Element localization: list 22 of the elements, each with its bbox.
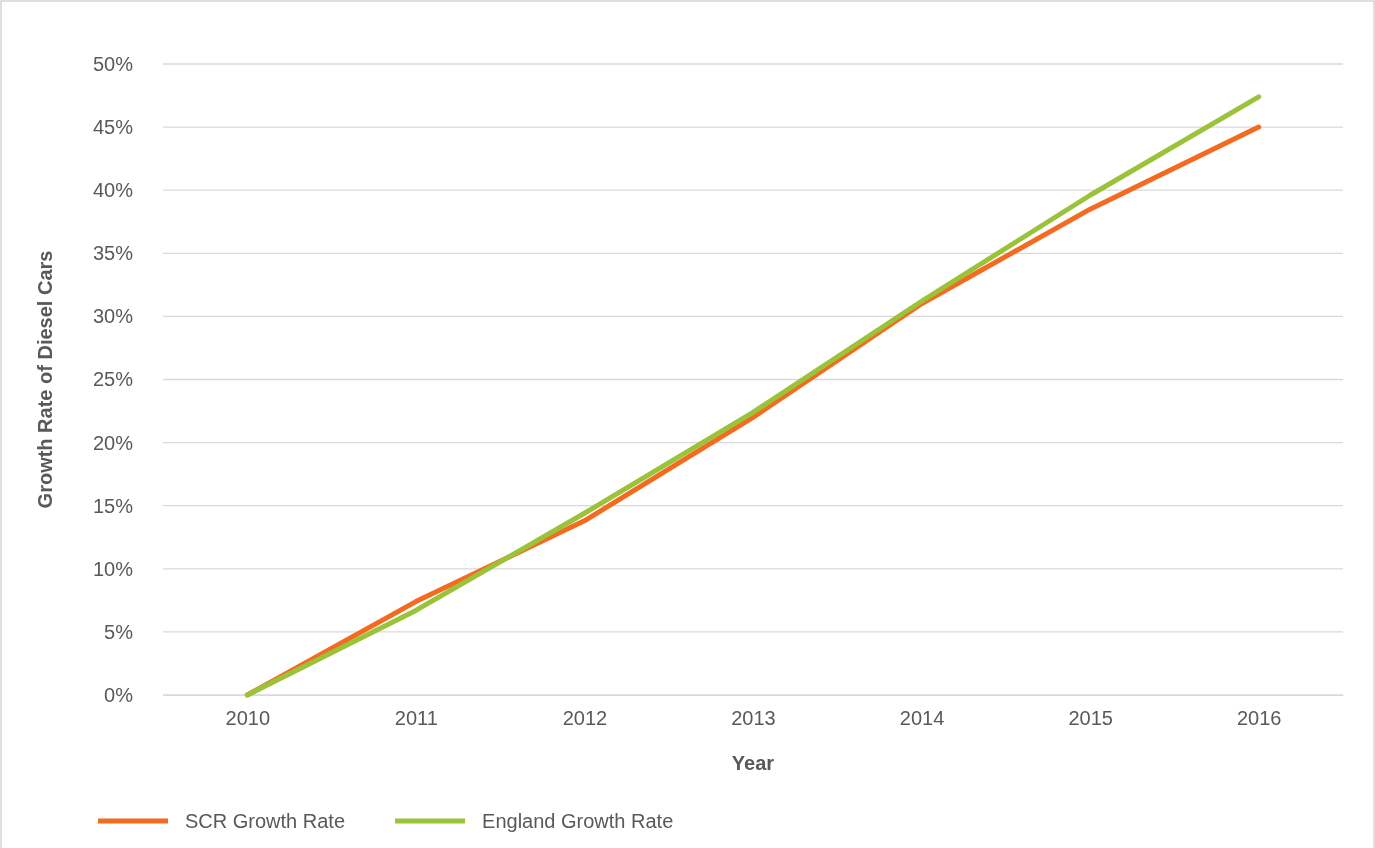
x-axis-title: Year	[731, 752, 775, 774]
y-tick-label: 20%	[92, 431, 134, 454]
x-tick-label: 2010	[225, 707, 271, 730]
y-tick-label: 10%	[92, 557, 134, 580]
y-tick-label: 5%	[104, 620, 134, 643]
x-tick-label: 2012	[562, 707, 608, 730]
x-tick-label: 2015	[1068, 707, 1113, 730]
legend-label: SCR Growth Rate	[185, 810, 346, 832]
x-tick-label: 2011	[394, 707, 438, 730]
y-axis-title: Growth Rate of Diesel Cars	[34, 250, 56, 509]
y-tick-label: 50%	[92, 52, 134, 75]
y-tick-label: 15%	[92, 494, 134, 517]
y-tick-label: 40%	[92, 179, 134, 202]
y-tick-label: 25%	[92, 368, 134, 391]
x-tick-label: 2013	[731, 707, 776, 730]
legend-label: England Growth Rate	[482, 810, 674, 832]
x-tick-label: 2016	[1236, 707, 1282, 730]
y-tick-label: 35%	[92, 242, 134, 265]
x-tick-label: 2014	[899, 707, 945, 730]
y-tick-label: 30%	[92, 305, 134, 328]
y-tick-label: 0%	[104, 683, 134, 706]
y-tick-label: 45%	[92, 116, 134, 138]
